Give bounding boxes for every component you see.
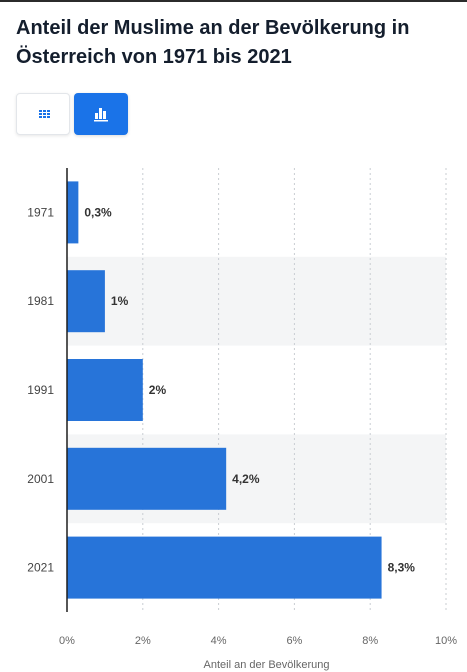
page-title: Anteil der Muslime an der Bevölkerung in…: [16, 17, 410, 68]
x-tick-label: 4%: [211, 635, 227, 647]
x-tick-label: 0%: [59, 635, 75, 647]
category-label: 1971: [27, 205, 54, 219]
value-label: 4,2%: [232, 472, 260, 486]
category-label: 1991: [27, 383, 54, 397]
table-view-button[interactable]: [16, 93, 70, 135]
category-label: 2021: [27, 561, 54, 575]
bar: [67, 359, 143, 421]
x-tick-label: 8%: [362, 635, 378, 647]
value-label: 2%: [149, 383, 167, 397]
grid-icon: [39, 110, 50, 118]
category-label: 1981: [27, 294, 54, 308]
bar: [67, 536, 382, 599]
x-axis-label: Anteil an der Bevölkerung: [204, 659, 330, 671]
chart-view-button[interactable]: [74, 93, 128, 135]
bar-chart-icon: [94, 108, 108, 122]
value-label: 0,3%: [84, 205, 112, 219]
category-label: 2001: [27, 472, 54, 486]
top-border: [0, 0, 467, 2]
bar-chart: 1971 0,3% 1981 1% 1991 2% 2001 4,2% 2021 8,3% 0% 2%…: [27, 168, 457, 671]
row-band: [67, 256, 446, 346]
bar: [67, 181, 79, 244]
value-label: 1%: [111, 294, 129, 308]
x-tick-label: 6%: [286, 635, 302, 647]
bar: [67, 447, 227, 510]
x-tick-label: 10%: [435, 635, 457, 647]
value-label: 8,3%: [388, 561, 416, 575]
x-tick-label: 2%: [135, 635, 151, 647]
bar: [67, 270, 105, 333]
